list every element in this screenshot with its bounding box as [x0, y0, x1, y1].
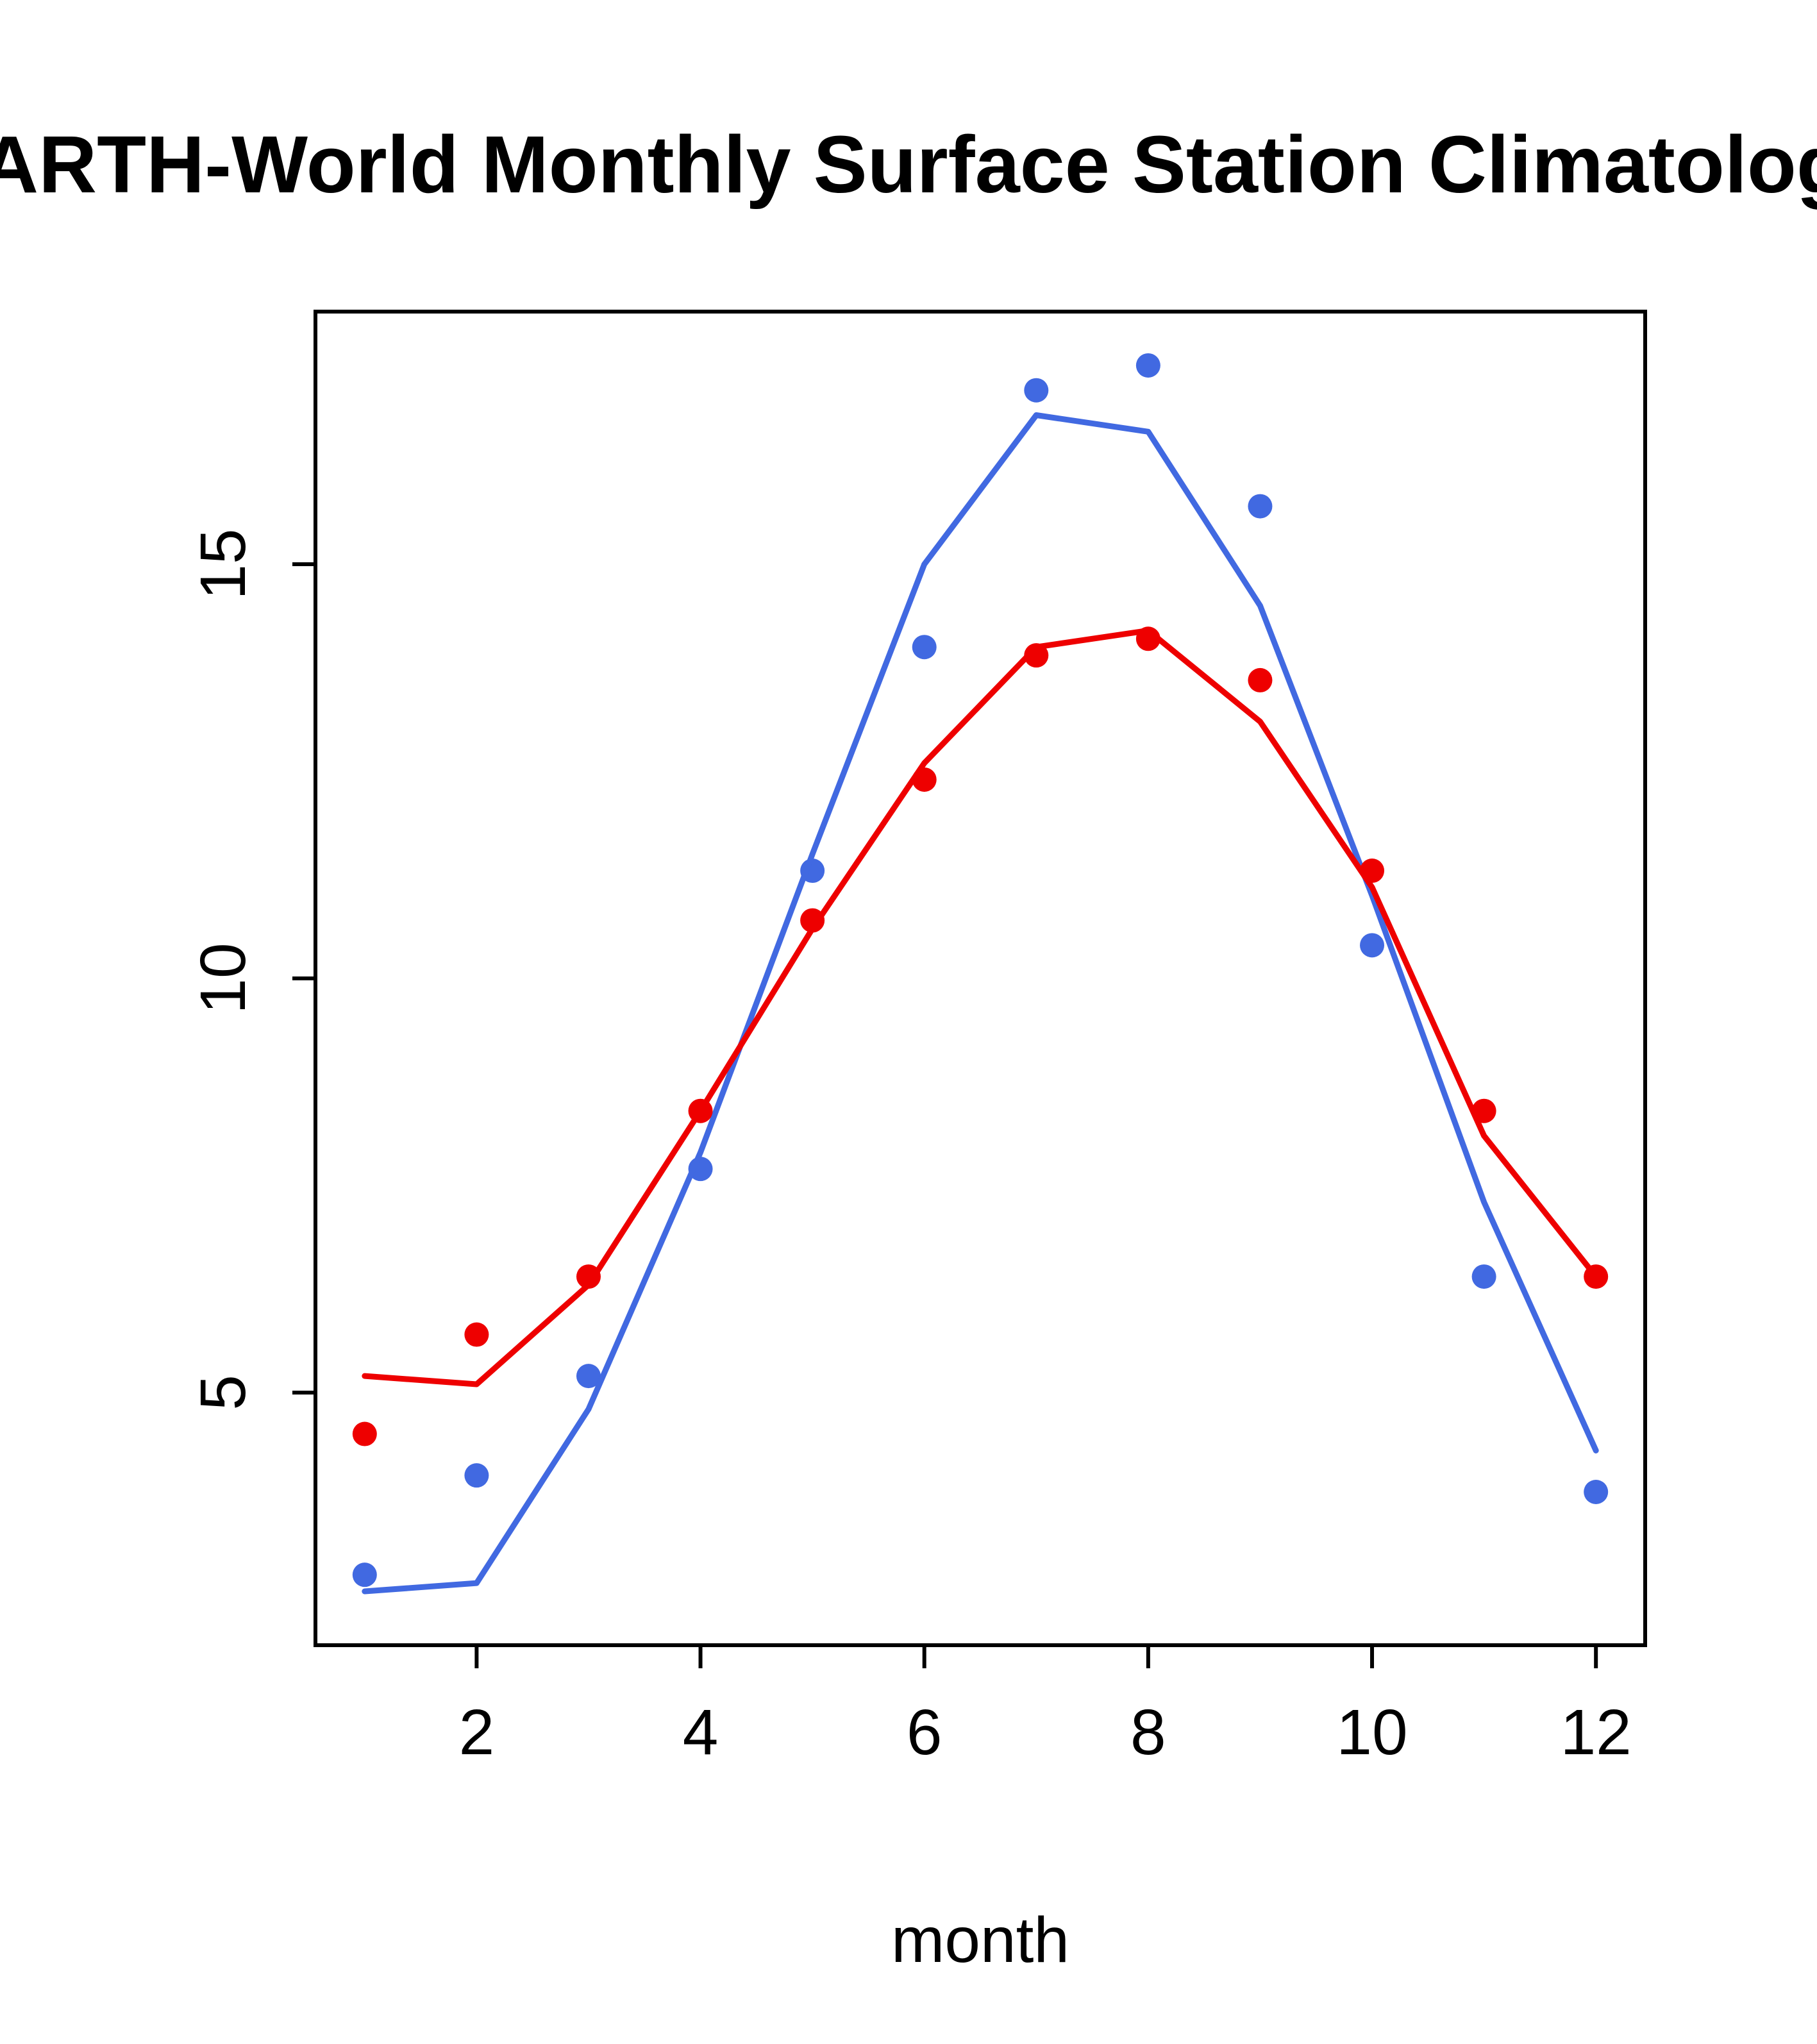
blue-monthly-points-point [912, 635, 937, 660]
red-monthly-points-point [352, 1421, 377, 1446]
red-monthly-points-point [800, 908, 825, 933]
series [352, 353, 1609, 1595]
blue-monthly-points-point [464, 1463, 489, 1488]
y-axis: 5 10 15 [187, 528, 315, 1411]
blue-monthly-points-point [1584, 1479, 1609, 1504]
blue-monthly-points-point [352, 1562, 377, 1587]
y-tick-label: 5 [187, 1375, 259, 1411]
red-monthly-points-point [464, 1322, 489, 1347]
x-tick-label: 4 [683, 1696, 719, 1768]
x-tick-label: 12 [1561, 1696, 1632, 1768]
blue-monthly-points-point [1024, 378, 1049, 403]
x-tick-label: 6 [907, 1696, 942, 1768]
plot-box [314, 310, 1647, 1647]
y-tick-label: 15 [187, 528, 259, 599]
red-smooth-line [362, 627, 1599, 1387]
red-monthly-points-point [1248, 667, 1273, 692]
y-tick-label: 10 [187, 942, 259, 1014]
x-axis: 2 4 6 8 10 12 [459, 1645, 1632, 1768]
x-axis-label: month [891, 1904, 1069, 1976]
x-tick-label: 8 [1130, 1696, 1166, 1768]
blue-smooth-line [362, 412, 1599, 1595]
blue-monthly-points-point [1135, 353, 1160, 378]
x-tick-label: 2 [459, 1696, 495, 1768]
blue-monthly-points-point [1471, 1264, 1496, 1289]
blue-monthly-points-point [1248, 494, 1273, 519]
x-tick-label: 10 [1336, 1696, 1407, 1768]
blue-monthly-points-point [576, 1364, 601, 1389]
plot-title: EARTH-World Monthly Surface Station Clim… [0, 119, 1817, 210]
blue-monthly-points-point [1360, 933, 1385, 958]
